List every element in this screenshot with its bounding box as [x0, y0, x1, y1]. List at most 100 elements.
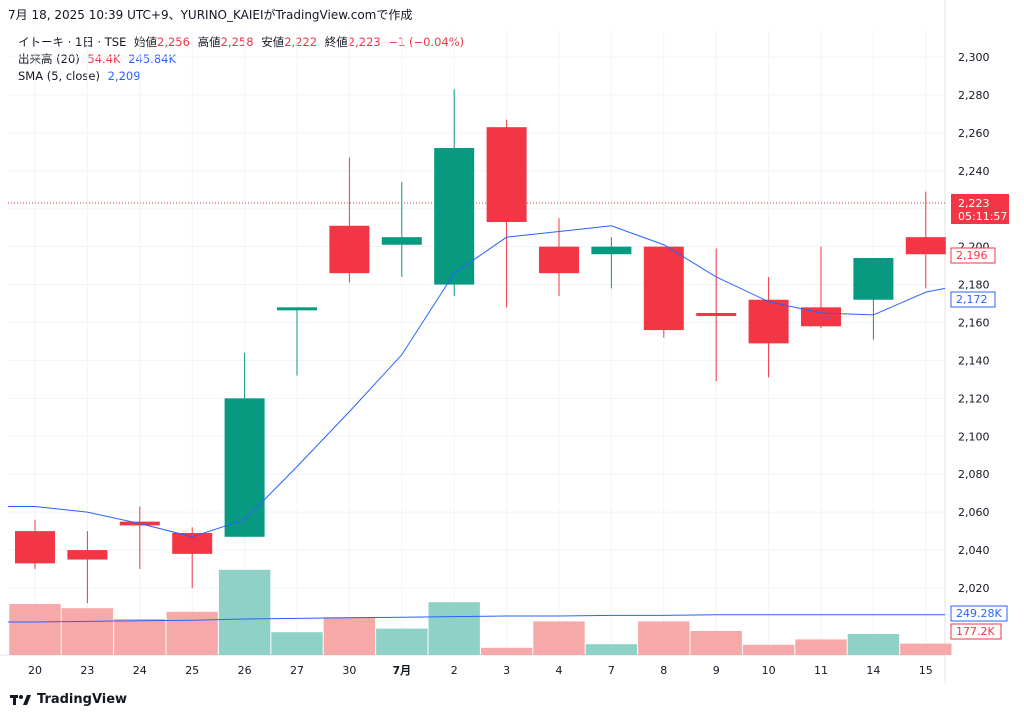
open-marker-badge: 2,196: [950, 247, 996, 264]
candle: [486, 119, 527, 308]
candles: [15, 89, 946, 604]
volume-value: 54.4K: [87, 52, 121, 66]
symbol-label[interactable]: イトーキ · 1日 · TSE: [18, 35, 127, 49]
volume-bar: [585, 644, 638, 655]
price-tick-label: 2,160: [958, 317, 990, 330]
candle: [172, 527, 213, 588]
date-tick-label: 7月: [392, 664, 411, 677]
volume-ma-line: [8, 614, 945, 623]
candle: [329, 157, 370, 283]
sma-line: [8, 225, 946, 538]
date-tick-label: 20: [28, 664, 42, 677]
volume-bar: [271, 632, 323, 655]
candle: [381, 182, 422, 277]
ohlc-row: イトーキ · 1日 · TSE 始値2,256 高値2,258 安値2,222 …: [18, 34, 468, 51]
date-tick-label: 11: [814, 664, 828, 677]
candle: [67, 531, 108, 604]
candle: [224, 352, 265, 537]
volume-bar: [376, 628, 428, 655]
volume-bar: [638, 621, 690, 655]
candle-body: [172, 533, 213, 554]
candle-body: [224, 398, 265, 537]
sma-label[interactable]: SMA (5, close): [18, 69, 100, 83]
low-label: 安値: [261, 35, 285, 49]
volume-bar: [742, 644, 795, 655]
date-tick-label: 2: [451, 664, 458, 677]
last-price-badge-value: 2,223: [958, 197, 990, 210]
date-tick-label: 3: [503, 664, 510, 677]
price-tick-label: 2,020: [958, 582, 990, 595]
date-tick-label: 14: [866, 664, 880, 677]
price-tick-label: 2,060: [958, 506, 990, 519]
date-tick-label: 23: [80, 664, 94, 677]
volume-bars: [9, 569, 952, 655]
date-tick-label: 25: [185, 664, 199, 677]
candle: [119, 506, 160, 570]
candle: [539, 218, 579, 296]
date-tick-label: 4: [556, 664, 563, 677]
candle-body: [643, 246, 684, 331]
sma-marker-badge: 2,172: [950, 291, 996, 308]
sma-value: 2,209: [107, 69, 141, 83]
volume-bar: [428, 602, 480, 655]
date-tick-label: 27: [290, 664, 304, 677]
date-tick-label: 24: [133, 664, 147, 677]
volume-bar: [847, 634, 900, 655]
brand-name: TradingView: [37, 692, 128, 707]
price-tick-label: 2,240: [958, 165, 990, 178]
time-axis[interactable]: 20 23 24 25 26 27 30 7月 2 3 4 7 8 9 10 11 14 15: [28, 664, 933, 677]
price-tick-label: 2,300: [958, 51, 990, 64]
candle-body: [486, 127, 527, 222]
sma-polyline: [8, 225, 946, 538]
tradingview-logo[interactable]: TradingView: [10, 692, 127, 707]
volume-ma-polyline: [8, 614, 945, 623]
high-label: 高値: [197, 35, 221, 49]
candle-body: [539, 246, 579, 274]
price-badges: 2,223 05:11:57 2,196 2,172 249.28K 177.2…: [950, 194, 1009, 640]
candle: [643, 246, 684, 338]
price-tick-label: 2,180: [958, 279, 990, 292]
candle: [434, 89, 475, 296]
volume-bar: [218, 569, 271, 655]
candle-body: [748, 299, 789, 344]
candle: [277, 307, 317, 376]
price-tick-label: 2,140: [958, 354, 990, 367]
candle: [696, 248, 737, 382]
candle: [853, 258, 894, 340]
candle: [15, 519, 55, 570]
date-tick-label: 26: [238, 664, 252, 677]
candle-body: [381, 237, 422, 245]
candle: [905, 191, 946, 289]
price-tick-label: 2,120: [958, 392, 990, 405]
date-tick-label: 9: [713, 664, 720, 677]
volume-bar: [795, 639, 847, 655]
price-axis[interactable]: 2,020 2,040 2,060 2,080 2,100 2,120 2,140 2,160…: [958, 51, 990, 595]
candle-body: [905, 237, 946, 255]
date-tick-label: 15: [919, 664, 933, 677]
price-tick-label: 2,080: [958, 468, 990, 481]
candle-body: [277, 307, 317, 311]
last-price-badge: 2,223 05:11:57: [951, 194, 1009, 224]
candle-body: [696, 313, 737, 317]
candle: [591, 237, 632, 289]
date-tick-label: 30: [342, 664, 356, 677]
sma-row: SMA (5, close) 2,209: [18, 68, 468, 85]
open-marker-value: 2,196: [956, 249, 988, 262]
price-tick-label: 2,040: [958, 544, 990, 557]
candle-body: [67, 550, 108, 560]
volume-bar: [114, 619, 166, 655]
volume-bar: [480, 647, 533, 655]
volume-ma-marker-value: 249.28K: [956, 607, 1002, 620]
volume-bar: [166, 611, 218, 655]
date-tick-label: 10: [762, 664, 776, 677]
price-tick-label: 2,260: [958, 127, 990, 140]
volume-bar: [323, 617, 376, 655]
price-tick-label: 2,280: [958, 89, 990, 102]
grid-lines: [0, 0, 946, 683]
open-value: 2,256: [157, 35, 190, 49]
candle-body: [434, 148, 475, 285]
volume-bar: [9, 604, 61, 655]
volume-label[interactable]: 出来高 (20): [18, 52, 80, 66]
chart-caption: 7月 18, 2025 10:39 UTC+9、YURINO_KAIEIがTra…: [8, 8, 413, 22]
